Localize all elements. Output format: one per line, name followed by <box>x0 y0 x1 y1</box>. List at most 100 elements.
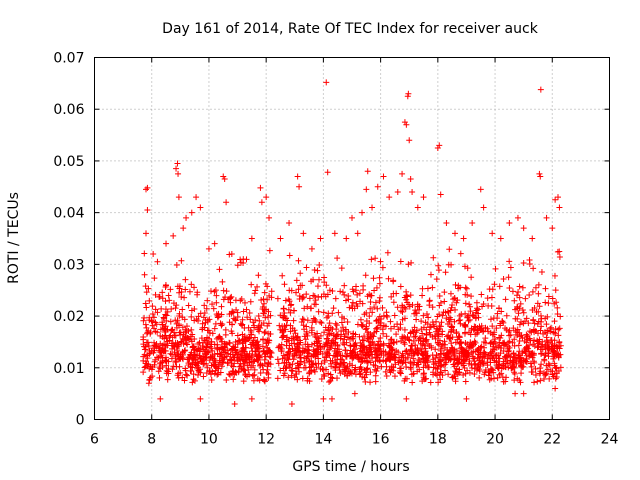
data-point <box>503 374 510 381</box>
data-point <box>320 309 327 316</box>
data-point <box>140 369 147 376</box>
data-point <box>209 301 216 308</box>
data-point <box>403 395 410 402</box>
data-point <box>320 395 327 402</box>
data-point <box>263 369 270 376</box>
data-point <box>322 324 329 331</box>
data-point <box>250 358 257 365</box>
data-point <box>152 328 159 335</box>
data-point <box>392 361 399 368</box>
data-point <box>152 319 159 326</box>
data-point <box>489 230 496 237</box>
data-point <box>265 314 272 321</box>
data-point <box>266 247 273 254</box>
data-point <box>531 337 538 344</box>
data-point <box>399 333 406 340</box>
data-point <box>431 323 438 330</box>
data-point <box>314 267 321 274</box>
data-point <box>369 332 376 339</box>
data-point <box>236 337 243 344</box>
data-point <box>549 225 556 232</box>
data-point <box>373 317 380 324</box>
data-point <box>543 370 550 377</box>
data-point <box>144 207 151 214</box>
data-point <box>230 309 237 316</box>
data-point <box>341 366 348 373</box>
data-point <box>362 272 369 279</box>
data-point <box>243 306 250 313</box>
data-point <box>460 235 467 242</box>
data-point <box>261 378 268 385</box>
data-point <box>162 311 169 318</box>
data-point <box>522 348 529 355</box>
data-point <box>390 339 397 346</box>
data-point <box>332 320 339 327</box>
data-point <box>303 291 310 298</box>
data-point <box>408 366 415 373</box>
data-point <box>362 369 369 376</box>
data-point <box>518 358 525 365</box>
data-point <box>377 348 384 355</box>
data-point <box>374 183 381 190</box>
data-point <box>228 293 235 300</box>
data-point <box>245 359 252 366</box>
x-axis-label: GPS time / hours <box>292 459 409 475</box>
data-point <box>411 310 418 317</box>
data-point <box>406 137 413 144</box>
data-point <box>506 285 513 292</box>
data-point <box>537 370 544 377</box>
data-point <box>490 352 497 359</box>
data-point <box>175 350 182 357</box>
data-point <box>477 326 484 333</box>
data-point <box>267 330 274 337</box>
data-point <box>282 297 289 304</box>
data-point <box>262 353 269 360</box>
data-point <box>228 356 235 363</box>
data-point <box>457 317 464 324</box>
data-point <box>441 338 448 345</box>
data-point <box>332 295 339 302</box>
data-point <box>153 354 160 361</box>
data-point <box>163 312 170 319</box>
data-point <box>152 291 159 298</box>
data-point <box>496 355 503 362</box>
data-point <box>198 358 205 365</box>
data-point <box>514 315 521 322</box>
data-point <box>213 311 220 318</box>
data-point <box>464 367 471 374</box>
data-point <box>308 341 315 348</box>
data-point <box>233 306 240 313</box>
data-point <box>277 235 284 242</box>
data-point <box>223 377 230 384</box>
data-point <box>438 342 445 349</box>
data-point <box>511 336 518 343</box>
data-point <box>531 379 538 386</box>
data-point <box>195 368 202 375</box>
y-tick-label: 0.07 <box>53 51 84 67</box>
data-point <box>419 292 426 299</box>
data-point <box>278 348 285 355</box>
data-point <box>380 340 387 347</box>
data-point <box>491 338 498 345</box>
data-point <box>530 316 537 323</box>
data-point <box>163 362 170 369</box>
data-point <box>516 355 523 362</box>
data-point <box>164 342 171 349</box>
data-point <box>345 292 352 299</box>
data-point <box>461 263 468 270</box>
y-tick-label: 0.04 <box>53 206 84 222</box>
data-point <box>404 293 411 300</box>
data-point <box>451 373 458 380</box>
data-point <box>220 173 227 180</box>
data-point <box>162 298 169 305</box>
data-point <box>165 292 172 299</box>
data-point <box>285 296 292 303</box>
data-point <box>529 235 536 242</box>
data-point <box>324 349 331 356</box>
data-point <box>237 363 244 370</box>
data-point <box>229 308 236 315</box>
data-point <box>409 188 416 195</box>
data-point <box>168 327 175 334</box>
data-point <box>420 194 427 201</box>
data-point <box>407 364 414 371</box>
